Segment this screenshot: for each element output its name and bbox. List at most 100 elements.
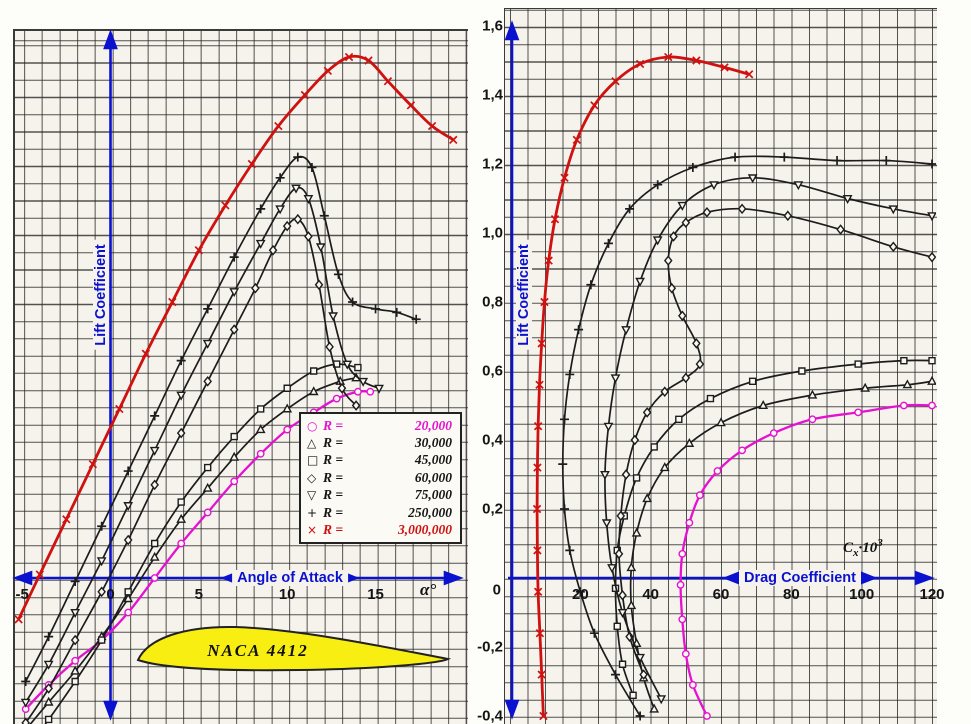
- marker-circle-icon: [854, 408, 863, 417]
- marker-square-icon: [748, 377, 757, 386]
- marker-circle-icon: [203, 508, 212, 517]
- legend-marker-triangle-down-icon: ▽: [307, 488, 317, 503]
- legend-label: R =: [323, 469, 344, 485]
- marker-x-icon: [344, 52, 354, 62]
- marker-plus-icon: [275, 173, 285, 183]
- arrow-down-icon: [504, 699, 520, 720]
- marker-triangle-down-icon: [43, 660, 54, 670]
- marker-diamond-icon: [667, 282, 677, 294]
- graph-paper-left: [13, 29, 468, 724]
- legend-marker-x-icon: ×: [307, 523, 318, 538]
- marker-plus-icon: [575, 587, 585, 597]
- x-tick-label: 10: [278, 586, 296, 603]
- marker-triangle-down-icon: [656, 695, 667, 705]
- marker-diamond-icon: [123, 534, 133, 546]
- marker-x-icon: [449, 135, 458, 145]
- legend-label: R =: [323, 417, 344, 433]
- marker-x-icon: [364, 56, 373, 65]
- marker-x-icon: [537, 339, 546, 348]
- legend-value: 60,000: [414, 469, 452, 485]
- marker-diamond-icon: [337, 382, 347, 394]
- marker-circle-icon: [150, 574, 159, 582]
- marker-circle-icon: [808, 415, 817, 424]
- marker-triangle-up-icon: [308, 386, 319, 396]
- marker-circle-icon: [678, 549, 687, 558]
- marker-diamond-icon: [618, 589, 627, 601]
- marker-x-icon: [611, 76, 620, 86]
- marker-x-icon: [383, 76, 393, 86]
- marker-circle-icon: [678, 615, 687, 624]
- legend-row: ▽ R = 75,000: [307, 487, 452, 504]
- marker-diamond-icon: [695, 358, 705, 370]
- marker-plus-icon: [635, 711, 645, 721]
- marker-circle-icon: [124, 608, 133, 617]
- y-tick-label: 1,2: [482, 155, 503, 173]
- marker-plus-icon: [333, 269, 343, 279]
- marker-x-icon: [533, 421, 543, 431]
- arrow-up-icon: [103, 29, 118, 50]
- marker-triangle-down-icon: [20, 698, 31, 708]
- legend-marker-plus-icon: +: [307, 505, 318, 520]
- marker-triangle-down-icon: [202, 339, 213, 349]
- marker-triangle-up-icon: [684, 437, 695, 447]
- blue-axes: [12, 20, 935, 721]
- legend-label: R =: [323, 522, 344, 538]
- marker-diamond-icon: [304, 231, 313, 242]
- marker-square-icon: [613, 622, 621, 630]
- marker-x-icon: [535, 380, 544, 390]
- marker-x-icon: [115, 404, 124, 414]
- marker-square-icon: [124, 588, 132, 596]
- marker-circle-icon: [696, 491, 704, 500]
- marker-triangle-down-icon: [303, 195, 314, 204]
- marker-triangle-up-icon: [626, 600, 637, 610]
- y-tick-label: -0,4: [477, 707, 503, 724]
- marker-diamond-icon: [702, 206, 712, 218]
- marker-circle-icon: [676, 581, 685, 589]
- marker-circle-icon: [681, 650, 690, 658]
- marker-circle-icon: [353, 387, 362, 396]
- y-tick-label: -0,2: [477, 638, 503, 656]
- graph-paper-right: [504, 8, 937, 724]
- marker-triangle-up-icon: [631, 527, 642, 537]
- marker-square-icon: [256, 405, 265, 413]
- legend-label: R =: [323, 452, 344, 468]
- marker-x-icon: [323, 66, 333, 76]
- y-tick-label: 1,4: [482, 86, 503, 104]
- marker-triangle-down-icon: [793, 181, 804, 191]
- marker-triangle-up-icon: [649, 703, 660, 713]
- marker-plus-icon: [558, 459, 568, 469]
- marker-plus-icon: [229, 252, 239, 262]
- marker-triangle-up-icon: [807, 389, 818, 399]
- marker-x-icon: [274, 121, 283, 131]
- marker-plus-icon: [411, 314, 421, 324]
- x-tick-label: 15: [367, 586, 384, 603]
- marker-square-icon: [854, 360, 862, 368]
- cx-subscript: x: [853, 547, 859, 559]
- marker-square-icon: [177, 498, 185, 506]
- marker-diamond-icon: [737, 203, 747, 215]
- marker-x-icon: [533, 463, 542, 472]
- right-y-axis-title: Lift Coefficient: [516, 240, 532, 350]
- marker-triangle-down-icon: [149, 446, 160, 456]
- marker-circle-icon: [899, 401, 908, 410]
- marker-plus-icon: [574, 325, 584, 335]
- legend-label: R =: [323, 504, 344, 520]
- marker-triangle-up-icon: [659, 462, 670, 472]
- marker-triangle-up-icon: [716, 417, 726, 427]
- x-tick-label: 5: [194, 586, 204, 603]
- marker-plus-icon: [688, 162, 698, 172]
- marker-triangle-down-icon: [275, 205, 286, 215]
- series-line-60000: [24, 217, 357, 724]
- marker-plus-icon: [392, 307, 402, 317]
- marker-square-icon: [706, 394, 715, 403]
- legend-marker-square-icon: □: [307, 453, 319, 468]
- marker-x-icon: [537, 670, 546, 679]
- left-y-axis-title: Lift Coefficient: [93, 240, 109, 350]
- marker-x-icon: [62, 515, 71, 524]
- marker-diamond-icon: [621, 469, 631, 480]
- marker-triangle-down-icon: [652, 236, 663, 246]
- y-tick-label: 0,2: [482, 500, 503, 518]
- marker-x-icon: [590, 101, 599, 110]
- marker-plus-icon: [586, 280, 596, 290]
